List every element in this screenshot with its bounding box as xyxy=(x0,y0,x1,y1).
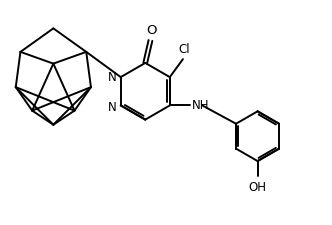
Text: N: N xyxy=(108,100,117,113)
Text: OH: OH xyxy=(249,180,267,193)
Text: N: N xyxy=(108,71,117,83)
Text: Cl: Cl xyxy=(179,43,190,55)
Text: NH: NH xyxy=(192,98,210,111)
Text: O: O xyxy=(146,24,156,36)
